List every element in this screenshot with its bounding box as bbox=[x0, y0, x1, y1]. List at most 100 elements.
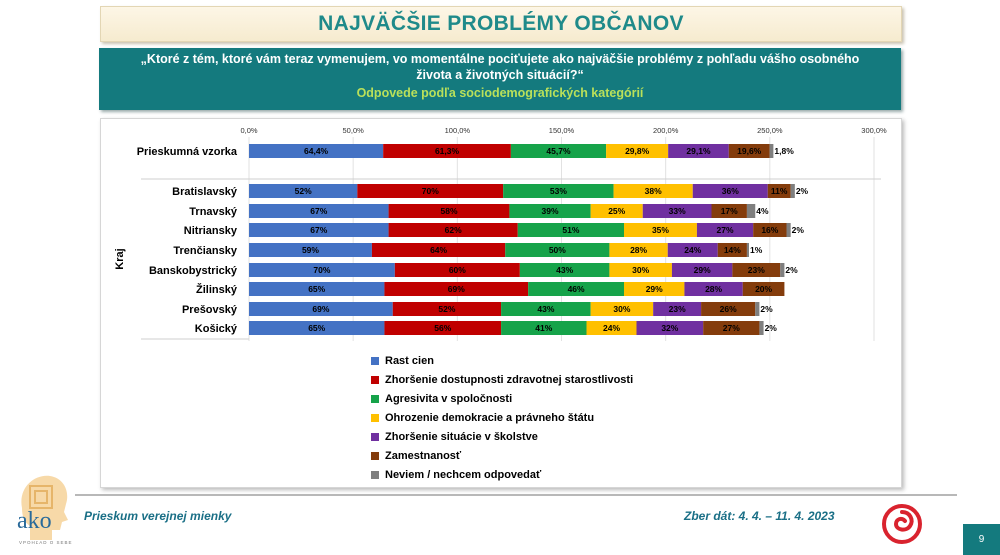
category-label: Prieskumná vzorka bbox=[137, 146, 238, 158]
data-label: 39% bbox=[542, 206, 559, 216]
ako-head-logo-icon bbox=[21, 475, 68, 540]
data-label: 35% bbox=[652, 225, 669, 235]
legend: Rast cien Zhoršenie dostupnosti zdravotne… bbox=[371, 351, 633, 484]
category-label: Banskobystrický bbox=[149, 265, 238, 277]
legend-item: Rast cien bbox=[371, 351, 633, 370]
data-label: 29,1% bbox=[686, 146, 711, 156]
data-label: 28% bbox=[705, 284, 722, 294]
data-label: 64,4% bbox=[304, 146, 329, 156]
data-label: 56% bbox=[434, 323, 451, 333]
bar-segment bbox=[249, 282, 385, 296]
category-label: Trenčiansky bbox=[173, 245, 237, 257]
bar-segment bbox=[728, 144, 770, 158]
footer-survey-label: Prieskum verejnej mienky bbox=[84, 509, 232, 523]
data-label: 27% bbox=[717, 225, 734, 235]
legend-swatch bbox=[371, 470, 379, 479]
data-label: 70% bbox=[422, 186, 439, 196]
bar-segment bbox=[746, 243, 749, 257]
data-label: 30% bbox=[632, 265, 649, 275]
data-label: 67% bbox=[310, 206, 327, 216]
legend-swatch bbox=[371, 451, 379, 460]
chart-panel: 0,0% 50,0% 100,0% 150,0% 200,0% 250,0% 300,0% K… bbox=[100, 118, 902, 488]
title-banner: NAJVÄČŠIE PROBLÉMY OBČANOV bbox=[100, 6, 902, 42]
legend-item: Agresivita v spoločnosti bbox=[371, 389, 633, 408]
x-tick-label: 150,0% bbox=[549, 126, 575, 135]
data-label: 43% bbox=[537, 304, 554, 314]
bar-segment bbox=[383, 144, 511, 158]
stacked-bar-chart: 0,0% 50,0% 100,0% 150,0% 200,0% 250,0% 300,0% K… bbox=[114, 126, 887, 341]
data-label: 43% bbox=[556, 265, 573, 275]
bar-segment bbox=[746, 204, 756, 218]
swirl-logo-icon bbox=[882, 504, 922, 544]
data-label: 62% bbox=[445, 225, 462, 235]
data-label: 69% bbox=[448, 284, 465, 294]
data-label: 65% bbox=[308, 284, 325, 294]
bar-segment bbox=[392, 302, 502, 316]
legend-label: Agresivita v spoločnosti bbox=[385, 392, 513, 405]
data-label: 50% bbox=[549, 245, 566, 255]
category-label: Prešovský bbox=[182, 304, 238, 316]
bar-segment bbox=[384, 282, 529, 296]
data-label: 51% bbox=[562, 225, 579, 235]
legend-label: Zamestnanosť bbox=[385, 449, 462, 462]
bar-segment bbox=[701, 302, 756, 316]
subtitle-text: Odpovede podľa sociodemografických kateg… bbox=[356, 86, 644, 100]
bar-segment bbox=[668, 144, 729, 158]
data-label: 1,8% bbox=[774, 146, 794, 156]
legend-item: Zhoršenie dostupnosti zdravotnej starost… bbox=[371, 370, 633, 389]
footer-date-label: Zber dát: 4. 4. – 11. 4. 2023 bbox=[684, 509, 835, 523]
data-label: 38% bbox=[645, 186, 662, 196]
bar-segment bbox=[624, 223, 697, 237]
x-tick-label: 50,0% bbox=[343, 126, 365, 135]
legend-label: Zhoršenie situácie v školstve bbox=[385, 430, 538, 443]
bar-segment bbox=[769, 144, 774, 158]
legend-label: Zhoršenie dostupnosti zdravotnej starost… bbox=[385, 373, 634, 386]
page-title: NAJVÄČŠIE PROBLÉMY OBČANOV bbox=[318, 12, 684, 35]
data-label: 2% bbox=[796, 186, 809, 196]
bar-segment bbox=[384, 321, 502, 335]
x-tick-label: 100,0% bbox=[445, 126, 471, 135]
bar-segment bbox=[509, 204, 591, 218]
bar-segment bbox=[357, 184, 504, 198]
data-label: 30% bbox=[613, 304, 630, 314]
bar-segment bbox=[501, 321, 587, 335]
data-label: 16% bbox=[761, 225, 778, 235]
bar-segment bbox=[586, 321, 637, 335]
data-label: 29,8% bbox=[625, 146, 650, 156]
bar-segment bbox=[249, 302, 393, 316]
data-label: 11% bbox=[771, 186, 788, 196]
data-label: 46% bbox=[568, 284, 585, 294]
data-label: 28% bbox=[630, 245, 647, 255]
data-label: 67% bbox=[310, 225, 327, 235]
legend-swatch bbox=[371, 356, 379, 365]
bar-segment bbox=[394, 263, 520, 277]
legend-item: Zhoršenie situácie v školstve bbox=[371, 427, 633, 446]
category-label: Nitriansky bbox=[184, 225, 238, 237]
legend-label: Ohrozenie demokracie a právneho štátu bbox=[385, 411, 595, 424]
page-number: 9 bbox=[963, 524, 1000, 555]
legend-swatch bbox=[371, 432, 379, 441]
category-label: Košický bbox=[195, 323, 238, 335]
data-label: 65% bbox=[308, 323, 325, 333]
legend-label: Neviem / nechcem odpovedať bbox=[385, 468, 542, 481]
bar-segment bbox=[692, 184, 768, 198]
footer-divider bbox=[75, 494, 957, 496]
bar-segment bbox=[528, 282, 624, 296]
bar-segment bbox=[624, 282, 685, 296]
data-label: 45,7% bbox=[546, 146, 571, 156]
data-label: 33% bbox=[669, 206, 686, 216]
bar-segment bbox=[609, 243, 668, 257]
data-label: 61,3% bbox=[435, 146, 460, 156]
bar-segment bbox=[767, 184, 791, 198]
bar-segment bbox=[786, 223, 791, 237]
legend-item: Neviem / nechcem odpovedať bbox=[371, 465, 633, 484]
bar-segment bbox=[732, 263, 781, 277]
data-label: 59% bbox=[302, 245, 319, 255]
bar-segment bbox=[613, 184, 693, 198]
bar-segment bbox=[249, 321, 385, 335]
data-label: 2% bbox=[792, 225, 805, 235]
bar-segment bbox=[505, 243, 610, 257]
group-label-kraj: Kraj bbox=[114, 248, 126, 269]
bar-segment bbox=[249, 204, 389, 218]
bar-segment bbox=[684, 282, 743, 296]
